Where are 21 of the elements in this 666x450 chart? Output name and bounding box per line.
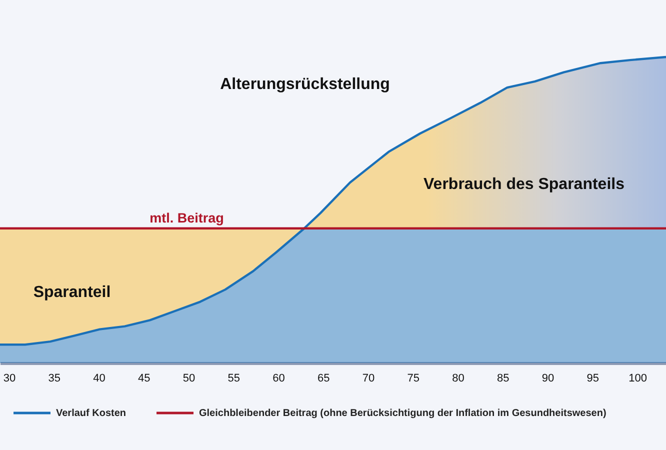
x-tick-label: 100 — [628, 372, 647, 384]
x-tick-label: 85 — [497, 372, 510, 384]
x-tick-label: 45 — [138, 372, 150, 384]
x-tick-label: 70 — [362, 372, 375, 384]
x-tick-label: 55 — [228, 372, 240, 384]
x-tick-label: 95 — [586, 372, 600, 384]
annotation: Verbrauch des Sparanteils — [424, 176, 625, 193]
annotation: Sparanteil — [33, 284, 111, 301]
x-tick-label: 35 — [48, 372, 60, 384]
x-tick-label: 90 — [542, 372, 554, 384]
legend-label: Verlauf Kosten — [56, 408, 126, 419]
x-tick-label: 65 — [318, 372, 330, 384]
legend-label: Gleichbleibender Beitrag (ohne Berücksichtigung der Inflation im Gesundheitswesen) — [199, 408, 606, 419]
annotation: Alterungsrückstellung — [220, 76, 390, 93]
x-tick-label: 60 — [272, 372, 285, 384]
x-tick-label: 40 — [93, 372, 106, 384]
x-tick-label: 30 — [3, 372, 16, 384]
annotation: mtl. Beitrag — [150, 210, 224, 226]
x-tick-label: 80 — [452, 372, 464, 384]
x-tick-label: 50 — [182, 372, 196, 384]
x-tick-label: 75 — [407, 372, 420, 384]
